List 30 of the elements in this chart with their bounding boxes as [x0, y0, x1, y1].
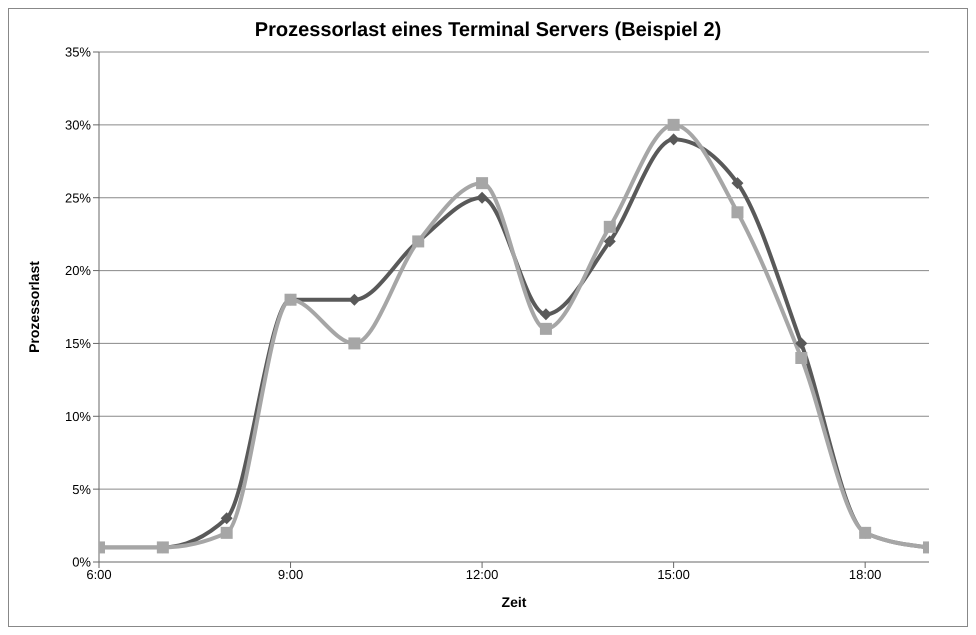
x-tick-label: 12:00 [466, 567, 498, 582]
x-axis-title: Zeit [502, 594, 527, 610]
point [220, 512, 233, 524]
y-tick-label: 35% [64, 44, 92, 60]
y-tick-label: 30% [64, 117, 92, 132]
point [540, 308, 552, 320]
point [476, 192, 488, 204]
point [540, 322, 552, 335]
point [731, 206, 744, 218]
y-tick-label: 15% [64, 336, 92, 352]
y-tick-label: 5% [72, 482, 92, 497]
x-tick-label: 6:00 [86, 567, 112, 582]
point [348, 337, 360, 350]
point [476, 177, 488, 190]
point [220, 526, 233, 539]
x-tick-label: 18:00 [848, 567, 882, 582]
y-tick-label: 20% [64, 263, 92, 278]
point [731, 177, 744, 190]
y-tick-label: 25% [64, 190, 92, 206]
point [668, 118, 680, 131]
point [795, 337, 808, 350]
y-tick-label: 10% [64, 408, 92, 424]
x-tick-label: 9:00 [278, 567, 304, 582]
point [604, 220, 616, 233]
point [795, 352, 808, 364]
y-tick-label: 0% [72, 554, 92, 570]
chart-title: Prozessorlast eines Terminal Servers (Beispiel 2) [254, 19, 722, 42]
x-tick-label: 15:00 [657, 567, 690, 582]
y-axis-title: Prozessorlast [26, 260, 42, 353]
point [604, 235, 616, 248]
